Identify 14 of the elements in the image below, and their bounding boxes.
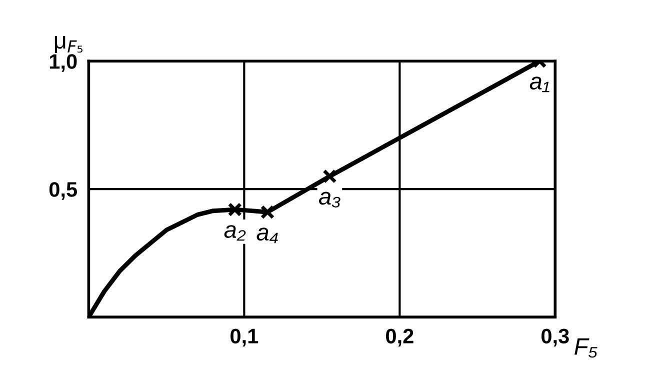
annotation: a₂ — [224, 225, 246, 241]
point — [228, 202, 242, 217]
annotation: a₁ — [530, 76, 550, 92]
x-tick-label: 0,1 — [230, 328, 258, 346]
x-tick-label: 0,3 — [542, 328, 569, 346]
y-tick-label: 1,0 — [50, 54, 77, 72]
annotation: a₃ — [318, 192, 340, 208]
point — [322, 169, 337, 184]
point — [260, 205, 275, 220]
annotation: a₄ — [256, 228, 278, 244]
y-tick-label: 0,5 — [49, 182, 78, 200]
y-axis-title: μ$_{F₅}$ — [54, 36, 83, 54]
x-axis-title: F₅ — [574, 338, 598, 358]
x-tick-label: 0,2 — [386, 328, 414, 346]
